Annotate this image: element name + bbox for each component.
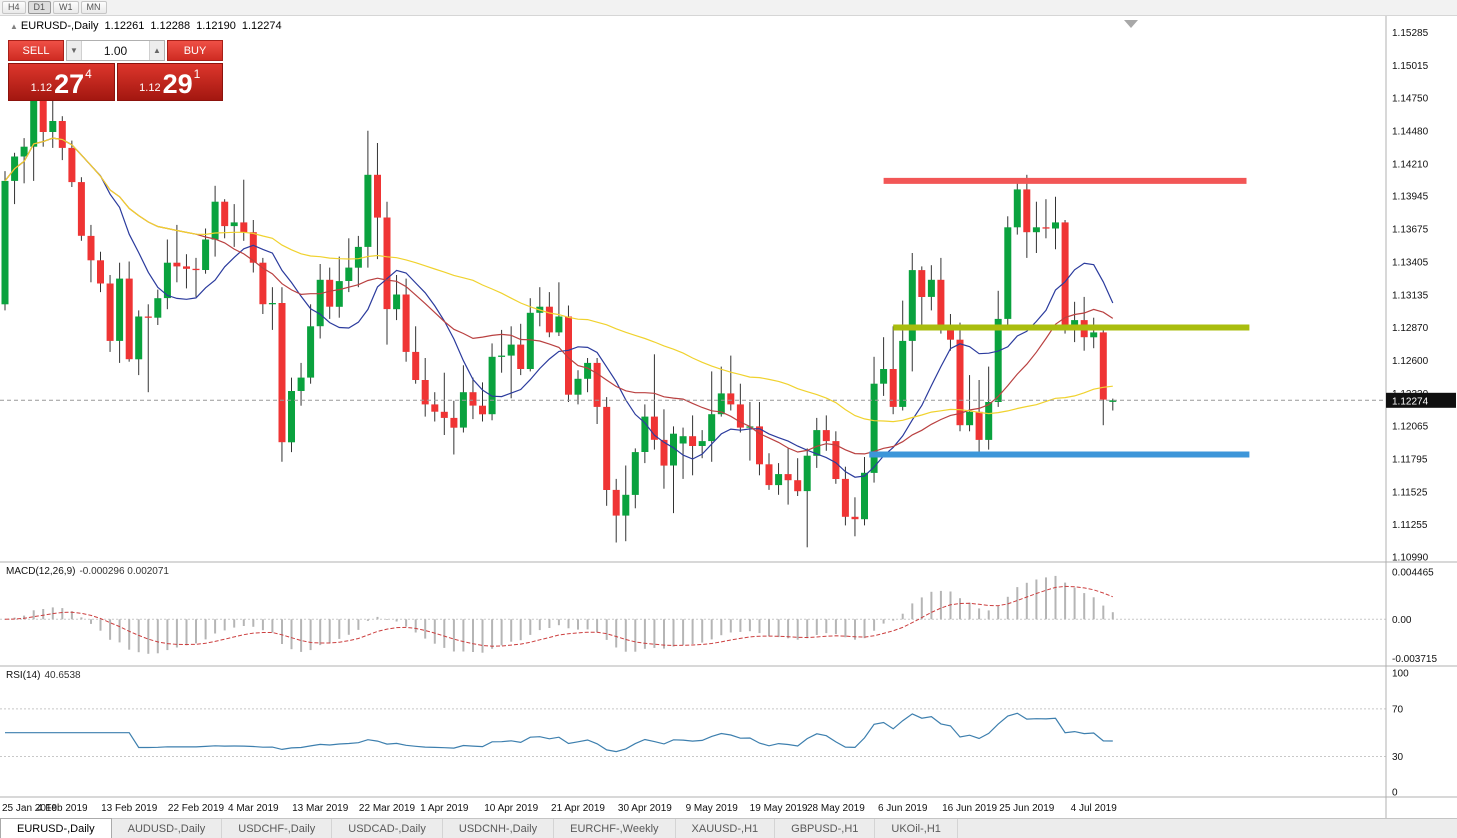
price-axis-label: 1.11795 <box>1392 454 1428 465</box>
price-axis-label: 1.14750 <box>1392 93 1429 104</box>
date-axis-label: 19 May 2019 <box>750 803 808 814</box>
rsi-axis-label: 70 <box>1392 704 1404 715</box>
ask-price-big-digits: 29 <box>162 69 193 99</box>
price-axis-label: 1.14480 <box>1392 126 1429 137</box>
tab-gbpusd-h1[interactable]: GBPUSD-,H1 <box>775 819 876 838</box>
macd-axis-label: 0.004465 <box>1392 567 1434 578</box>
rsi-indicator-label: RSI(14) 40.6538 <box>6 670 81 681</box>
ohlc-open: 1.12261 <box>104 20 145 32</box>
volume-input[interactable] <box>82 41 149 60</box>
ohlc-high: 1.12288 <box>150 20 191 32</box>
rsi-line <box>5 712 1113 753</box>
date-axis-label: 10 Apr 2019 <box>484 803 538 814</box>
date-axis-label: 30 Apr 2019 <box>618 803 672 814</box>
price-axis-label: 1.13135 <box>1392 291 1429 302</box>
price-axis-label: 1.12600 <box>1392 356 1429 367</box>
price-axis-label: 1.12870 <box>1392 323 1429 334</box>
price-axis-label: 1.13945 <box>1392 192 1429 203</box>
bid-price-big-digits: 27 <box>54 69 85 99</box>
tab-usdchf-daily[interactable]: USDCHF-,Daily <box>222 819 333 838</box>
date-axis-label: 1 Apr 2019 <box>420 803 469 814</box>
timeframe-h4-button[interactable]: H4 <box>2 1 26 14</box>
chart-ohlc-line: ▲ EURUSD-,Daily 1.12261 1.12288 1.12190 1.122… <box>10 20 288 32</box>
tab-audusd-daily[interactable]: AUDUSD-,Daily <box>112 819 223 838</box>
ask-price-pip-digit: 1 <box>193 67 201 81</box>
volume-increase-icon[interactable]: ▲ <box>149 41 164 60</box>
macd-name: MACD(12,26,9) <box>6 566 76 577</box>
chart-shift-marker[interactable] <box>1124 20 1138 28</box>
rsi-axis-label: 30 <box>1392 752 1404 763</box>
symbol-tabbar: EURUSD-,Daily AUDUSD-,Daily USDCHF-,Dail… <box>0 818 1457 838</box>
tab-usdcnh-daily[interactable]: USDCNH-,Daily <box>443 819 555 838</box>
bid-price-pip-digit: 4 <box>85 67 92 81</box>
volume-stepper: ▼ ▲ <box>66 40 165 61</box>
date-axis-label: 21 Apr 2019 <box>551 803 605 814</box>
date-axis-label: 4 Jul 2019 <box>1071 803 1118 814</box>
date-axis-label: 28 May 2019 <box>807 803 865 814</box>
ask-price-prefix: 1.12 <box>139 82 161 94</box>
timeframe-toolbar: H4 D1 W1 MN <box>0 0 1457 16</box>
date-axis-label: 13 Mar 2019 <box>292 803 349 814</box>
price-axis-label: 1.12065 <box>1392 421 1429 432</box>
timeframe-d1-button[interactable]: D1 <box>27 1 52 14</box>
ma-slow-line <box>4 137 1113 423</box>
bid-price-prefix: 1.12 <box>30 82 53 94</box>
price-axis-label: 1.11525 <box>1392 487 1428 498</box>
ohlc-close: 1.12274 <box>241 20 282 32</box>
candles <box>1 80 1117 548</box>
chart-symbol-label: EURUSD-,Daily <box>20 20 99 32</box>
tab-eurusd-daily[interactable]: EURUSD-,Daily <box>0 818 112 838</box>
ohlc-low: 1.12190 <box>196 20 236 32</box>
price-axis-label: 1.13405 <box>1392 258 1429 269</box>
one-click-trading-panel: SELL ▼ ▲ BUY 1.12 27 4 1.12 29 1 <box>8 40 223 101</box>
price-axis-label: 1.13675 <box>1392 225 1429 236</box>
date-axis-label: 16 Jun 2019 <box>942 803 997 814</box>
price-axis-label: 1.14210 <box>1392 159 1429 170</box>
current-price-tag-text: 1.12274 <box>1392 396 1429 407</box>
sell-button[interactable]: SELL <box>8 40 64 61</box>
buy-button[interactable]: BUY <box>167 40 223 61</box>
tab-ukoil-h1[interactable]: UKOil-,H1 <box>875 819 958 838</box>
date-axis-label: 9 May 2019 <box>686 803 739 814</box>
tab-eurchf-weekly[interactable]: EURCHF-,Weekly <box>554 819 676 838</box>
price-axis-label: 1.15015 <box>1392 61 1429 72</box>
rsi-value: 40.6538 <box>44 670 81 681</box>
price-axis: 1.15285 1.15015 1.14750 1.14480 1.14210 1.139… <box>1392 28 1429 564</box>
macd-values: -0.000296 0.002071 <box>79 566 169 577</box>
rsi-axis-label: 100 <box>1392 669 1409 680</box>
timeframe-mn-button[interactable]: MN <box>80 1 107 14</box>
collapse-trade-panel-icon[interactable]: ▲ <box>10 22 18 31</box>
price-axis-label: 1.10990 <box>1392 553 1429 564</box>
rsi-name: RSI(14) <box>6 670 41 681</box>
date-axis-label: 4 Feb 2019 <box>37 803 88 814</box>
date-axis-label: 4 Mar 2019 <box>228 803 279 814</box>
macd-axis-label: -0.003715 <box>1392 654 1437 665</box>
tab-xauusd-h1[interactable]: XAUUSD-,H1 <box>676 819 776 838</box>
price-axis-label: 1.11255 <box>1392 520 1428 531</box>
buy-price-button[interactable]: 1.12 29 1 <box>116 63 223 101</box>
ma-fast-line <box>4 137 1114 478</box>
macd-axis-label: 0.00 <box>1392 615 1412 626</box>
macd-indicator-label: MACD(12,26,9) -0.000296 0.002071 <box>6 566 169 577</box>
timeframe-w1-button[interactable]: W1 <box>53 1 79 14</box>
macd-signal-line <box>4 585 1113 647</box>
date-axis-label: 25 Jun 2019 <box>999 803 1054 814</box>
macd-histogram <box>13 575 1114 654</box>
date-axis-label: 22 Feb 2019 <box>168 803 225 814</box>
date-axis-label: 22 Mar 2019 <box>359 803 416 814</box>
rsi-axis-label: 0 <box>1392 788 1398 799</box>
date-axis-label: 13 Feb 2019 <box>101 803 158 814</box>
volume-decrease-icon[interactable]: ▼ <box>67 41 82 60</box>
sell-price-button[interactable]: 1.12 27 4 <box>8 63 115 101</box>
date-axis-label: 6 Jun 2019 <box>878 803 928 814</box>
price-axis-label: 1.15285 <box>1392 28 1429 39</box>
tab-usdcad-daily[interactable]: USDCAD-,Daily <box>332 819 443 838</box>
current-price-tag <box>1386 392 1456 408</box>
date-axis-label: 25 Jan 2019 <box>2 803 57 814</box>
